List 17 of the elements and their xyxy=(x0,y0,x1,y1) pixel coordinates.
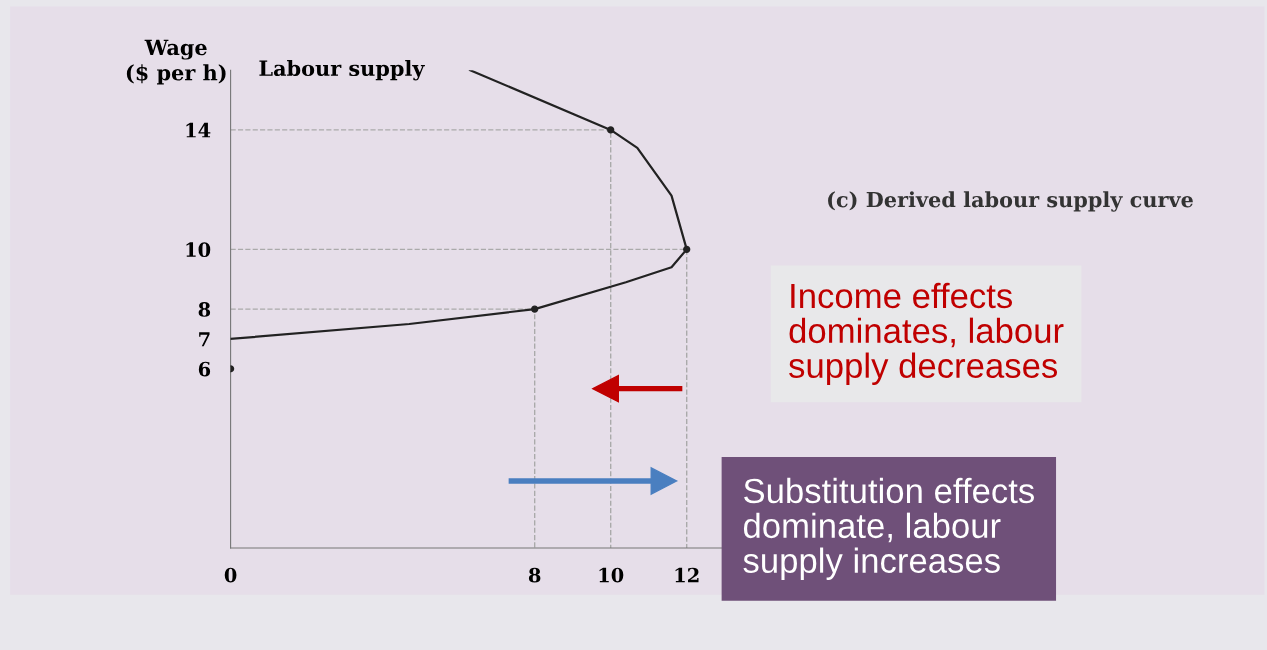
point xyxy=(607,126,615,134)
y-tick-label: 8 xyxy=(198,302,211,317)
x-tick-label: 12 xyxy=(675,567,699,583)
text: Income effects dominates, labour supply decreases xyxy=(789,282,1064,385)
y-tick-label: 6 xyxy=(198,361,211,377)
y-tick-label: 10 xyxy=(186,242,211,258)
y-axis-title: Wage ($ per h) xyxy=(126,39,226,85)
x-tick-label: 10 xyxy=(599,567,624,583)
text: Labour supply xyxy=(259,59,425,81)
text: Substitution effects dominate, labour supply increases xyxy=(743,477,1034,580)
x-tick-label: 8 xyxy=(528,567,541,583)
y-tick-label: 7 xyxy=(199,332,210,347)
y-tick-label: 14 xyxy=(186,122,211,138)
point xyxy=(531,305,539,313)
text: (c) Derived labour supply curve xyxy=(828,191,1193,212)
x-tick-label: 0 xyxy=(224,567,237,583)
point xyxy=(683,245,691,253)
